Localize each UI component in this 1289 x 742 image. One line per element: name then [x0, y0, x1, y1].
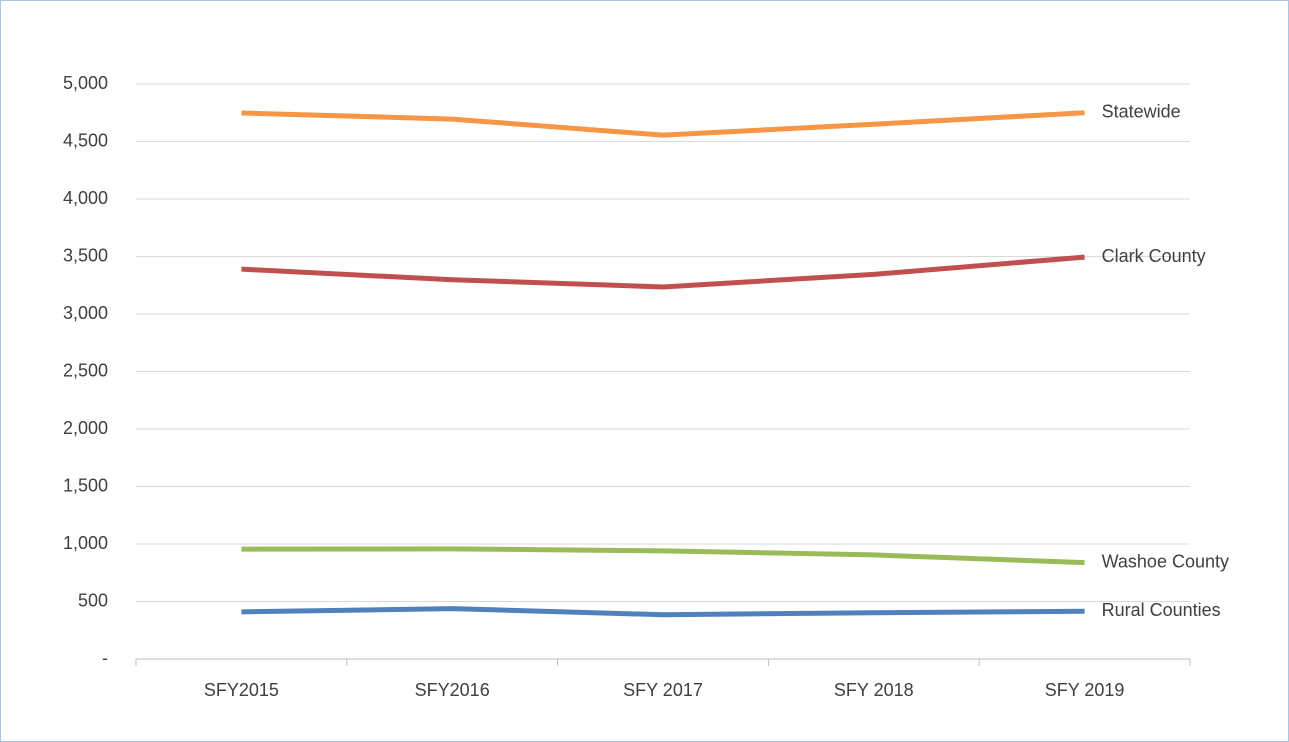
- x-tick-label: SFY2015: [204, 680, 279, 700]
- series-line: [241, 110, 1085, 138]
- y-tick-label: 1,000: [63, 533, 108, 553]
- y-tick-label: 2,500: [63, 360, 108, 380]
- x-tick-label: SFY 2017: [623, 680, 703, 700]
- series-label: Clark County: [1102, 246, 1206, 266]
- y-tick-label: 2,000: [63, 418, 108, 438]
- y-tick-label: 3,500: [63, 245, 108, 265]
- x-tick-label: SFY 2019: [1045, 680, 1125, 700]
- y-tick-label: 500: [78, 590, 108, 610]
- y-tick-label: 4,500: [63, 130, 108, 150]
- y-tick-label: 1,500: [63, 475, 108, 495]
- y-tick-label: 3,000: [63, 303, 108, 323]
- x-tick-label: SFY2016: [415, 680, 490, 700]
- series-label: Rural Counties: [1102, 600, 1221, 620]
- series-line: [241, 606, 1085, 618]
- y-tick-label: 4,000: [63, 188, 108, 208]
- y-tick-label: 5,000: [63, 73, 108, 93]
- series-label: Washoe County: [1102, 551, 1229, 571]
- series-line: [241, 546, 1085, 566]
- series-line: [241, 254, 1085, 290]
- x-tick-label: SFY 2018: [834, 680, 914, 700]
- series-label: Statewide: [1102, 102, 1181, 122]
- y-tick-label: -: [102, 648, 108, 668]
